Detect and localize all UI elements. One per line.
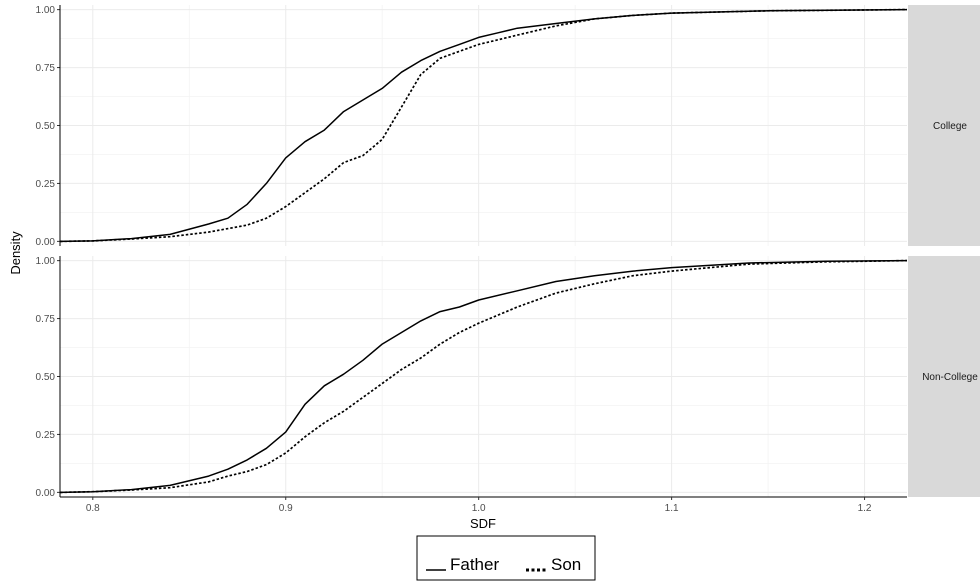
x-axis-title: SDF (470, 516, 496, 531)
x-tick-label: 1.1 (665, 503, 679, 514)
y-tick-label: 0.25 (36, 430, 56, 441)
facet-strip (908, 5, 980, 246)
panel-0: 0.00 0.25 0.50 0.75 1.00 College (36, 5, 980, 248)
series-line-father (59, 259, 908, 494)
facet-strip-label: College (933, 121, 967, 132)
y-tick-label: 1.00 (36, 5, 56, 16)
panels-layer: 0.000.250.500.751.00College0.000.250.500… (36, 5, 980, 514)
legend-box (416, 535, 596, 581)
y-tick-label: 0.00 (36, 237, 56, 248)
x-tick-label: 1.2 (858, 503, 872, 514)
legend: Father Son (416, 535, 596, 581)
facet-strip-label: Non-College (922, 372, 978, 383)
series-line-son (59, 259, 908, 494)
y-axis-title: Density (8, 231, 23, 275)
series-line-father (59, 8, 908, 243)
x-tick-label: 0.9 (279, 503, 293, 514)
series-line-son (59, 8, 908, 243)
x-tick-label: 0.8 (86, 503, 100, 514)
x-tick-label: 1.0 (472, 503, 486, 514)
y-tick-label: 0.50 (36, 121, 56, 132)
y-tick-label: 1.00 (36, 256, 56, 267)
panel-1: 0.00 0.25 0.50 0.75 1.00 Non-College (36, 256, 980, 499)
y-tick-label: 0.50 (36, 372, 56, 383)
y-tick-label: 0.25 (36, 179, 56, 190)
legend-label-father: Father (450, 555, 499, 574)
facet-strip (908, 256, 980, 497)
legend-label-son: Son (551, 555, 581, 574)
y-tick-label: 0.75 (36, 63, 56, 74)
y-tick-label: 0.00 (36, 488, 56, 499)
y-tick-label: 0.75 (36, 314, 56, 325)
